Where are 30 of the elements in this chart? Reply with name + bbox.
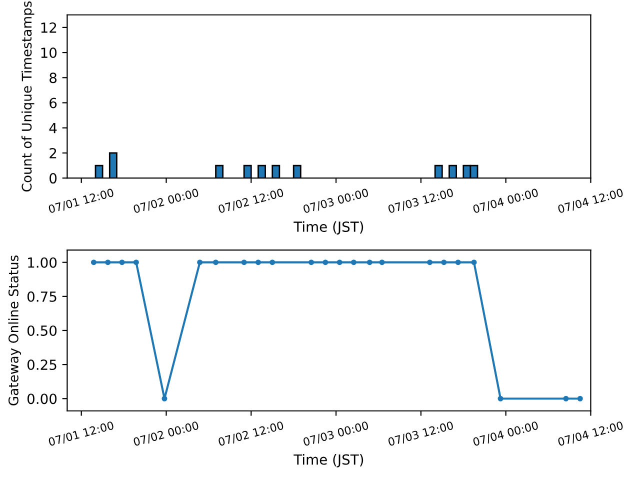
x-tick-label: 07/03 12:00 [388,420,454,448]
y-tick-label: 0.50 [27,325,57,336]
y-axis-title: Gateway Online Status [8,255,21,406]
x-tick-label: 07/03 00:00 [302,420,370,448]
x-tick-label: 07/04 00:00 [472,188,539,214]
x-tick-label: 07/02 00:00 [132,420,200,448]
x-axis-title: Time (JST) [294,221,364,235]
x-axis-title: Time (JST) [294,454,364,468]
x-tick-label: 07/04 12:00 [557,188,624,214]
y-tick-label: 4 [49,123,57,134]
x-tick-label: 07/01 12:00 [48,188,114,214]
x-tick-label: 07/02 00:00 [132,188,200,214]
x-tick-label: 07/04 00:00 [472,420,539,448]
x-tick-label: 07/01 12:00 [48,420,114,448]
x-tick-label: 07/03 12:00 [388,188,454,214]
y-tick-label: 0 [50,173,57,184]
y-tick-label: 1.00 [28,257,57,268]
x-tick-label: 07/02 12:00 [218,188,284,214]
y-tick-label: 6 [50,98,57,108]
y-tick-label: 0.75 [27,291,56,302]
y-tick-label: 0.00 [27,394,57,404]
x-tick-label: 07/04 12:00 [557,420,624,448]
y-axis-title: Count of Unique Timestamps [21,1,34,192]
x-tick-label: 07/03 00:00 [302,188,370,214]
y-tick-label: 2 [50,148,56,158]
y-tick-label: 0.25 [27,360,56,370]
y-tick-label: 12 [41,22,56,33]
y-tick-label: 10 [41,48,57,58]
x-tick-label: 07/02 12:00 [218,420,284,448]
y-tick-label: 8 [50,72,57,84]
